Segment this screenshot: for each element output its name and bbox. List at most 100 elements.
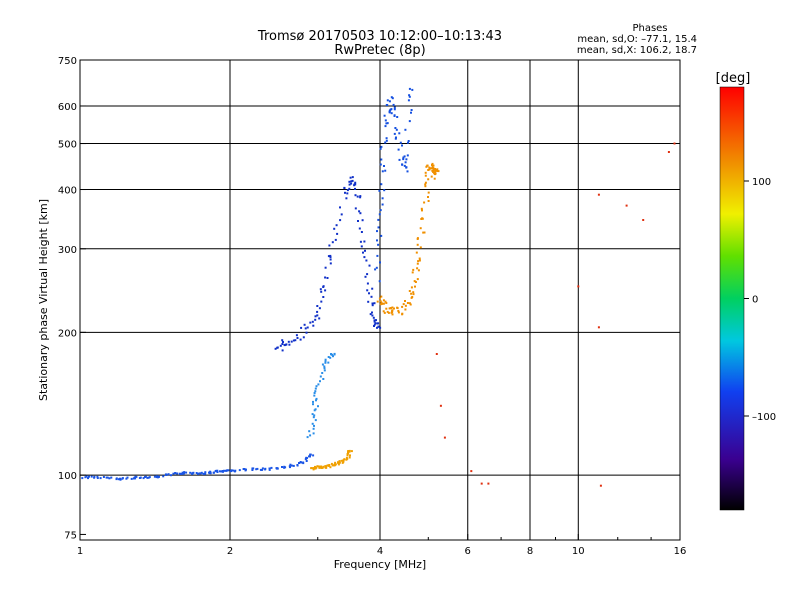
data-point	[270, 466, 273, 469]
phase-legend-o: mean, sd,O: –77.1, 15.4	[577, 34, 697, 45]
data-point	[401, 144, 403, 147]
data-point	[329, 356, 332, 359]
data-point	[427, 200, 430, 202]
data-point	[426, 164, 429, 167]
data-point	[386, 310, 389, 313]
data-point	[197, 472, 199, 475]
data-point	[358, 227, 361, 230]
x-tick-label: 8	[527, 546, 533, 557]
phase-legend-title: Phases	[632, 23, 667, 34]
data-point	[373, 325, 375, 327]
y-tick-label: 400	[58, 186, 77, 197]
data-point	[421, 209, 423, 212]
data-point	[329, 262, 332, 265]
data-point	[407, 141, 409, 144]
data-point	[226, 469, 229, 472]
data-point	[329, 256, 332, 259]
data-point	[313, 414, 316, 417]
data-point	[384, 169, 387, 172]
data-point	[276, 467, 279, 470]
data-point	[298, 462, 300, 464]
data-point	[304, 327, 307, 330]
data-point	[348, 449, 351, 452]
data-point	[319, 380, 321, 383]
data-point	[376, 254, 379, 257]
data-points	[80, 87, 676, 487]
data-point	[245, 468, 247, 471]
data-point	[309, 321, 312, 324]
data-point	[418, 257, 421, 260]
data-point	[364, 275, 367, 278]
data-point	[437, 170, 440, 173]
data-point	[342, 461, 345, 464]
data-point	[418, 259, 421, 262]
data-point	[404, 128, 407, 131]
data-point	[434, 169, 437, 172]
data-point	[364, 249, 366, 252]
data-point	[673, 142, 676, 145]
data-point	[315, 399, 317, 402]
data-point	[329, 258, 332, 261]
data-point	[334, 463, 337, 466]
data-point	[130, 477, 133, 480]
data-point	[380, 158, 383, 161]
data-point	[322, 378, 325, 380]
x-axis-label: Frequency [MHz]	[334, 558, 426, 571]
data-point	[296, 464, 299, 466]
data-point	[374, 268, 377, 271]
data-point	[436, 170, 439, 172]
data-point	[333, 463, 336, 466]
y-axis-label: Stationary phase Virtual Height [km]	[37, 199, 50, 401]
data-point	[408, 302, 411, 305]
colorbar-label: [deg]	[716, 71, 751, 86]
data-point	[314, 408, 317, 411]
data-point	[379, 147, 382, 150]
data-point	[434, 168, 437, 170]
data-point	[439, 404, 442, 407]
data-point	[345, 456, 348, 459]
data-point	[319, 288, 322, 291]
data-point	[432, 168, 435, 171]
data-point	[311, 413, 314, 416]
data-point	[88, 475, 90, 478]
data-point	[216, 471, 219, 473]
y-tick-label: 600	[58, 102, 77, 113]
data-point	[255, 468, 258, 471]
data-point	[242, 468, 245, 470]
data-point	[343, 458, 346, 461]
data-point	[368, 264, 371, 267]
data-point	[411, 88, 414, 91]
data-point	[84, 476, 87, 479]
data-point	[408, 290, 411, 292]
data-point	[324, 360, 327, 363]
data-point	[339, 219, 342, 222]
data-point	[425, 165, 428, 168]
data-point	[311, 320, 314, 323]
data-point	[214, 470, 217, 473]
data-point	[410, 111, 412, 114]
data-point	[391, 97, 394, 100]
data-point	[416, 267, 419, 270]
colorbar-tick-label: –100	[752, 412, 776, 423]
data-point	[81, 477, 84, 480]
data-point	[388, 100, 391, 103]
phase-legend-x: mean, sd,X: 106.2, 18.7	[577, 45, 697, 56]
data-point	[312, 467, 315, 470]
data-point	[382, 310, 385, 313]
data-point	[144, 476, 146, 478]
data-point	[332, 355, 334, 358]
data-point	[167, 473, 170, 476]
data-point	[396, 306, 399, 309]
data-point	[315, 385, 318, 388]
data-point	[407, 140, 410, 142]
data-point	[354, 207, 357, 210]
data-point	[306, 326, 309, 329]
data-point	[147, 476, 150, 479]
data-point	[393, 108, 396, 111]
data-point	[419, 246, 422, 249]
data-point	[367, 300, 370, 303]
data-point	[597, 193, 600, 196]
data-point	[427, 191, 430, 194]
data-point	[192, 471, 195, 474]
data-point	[268, 468, 271, 471]
